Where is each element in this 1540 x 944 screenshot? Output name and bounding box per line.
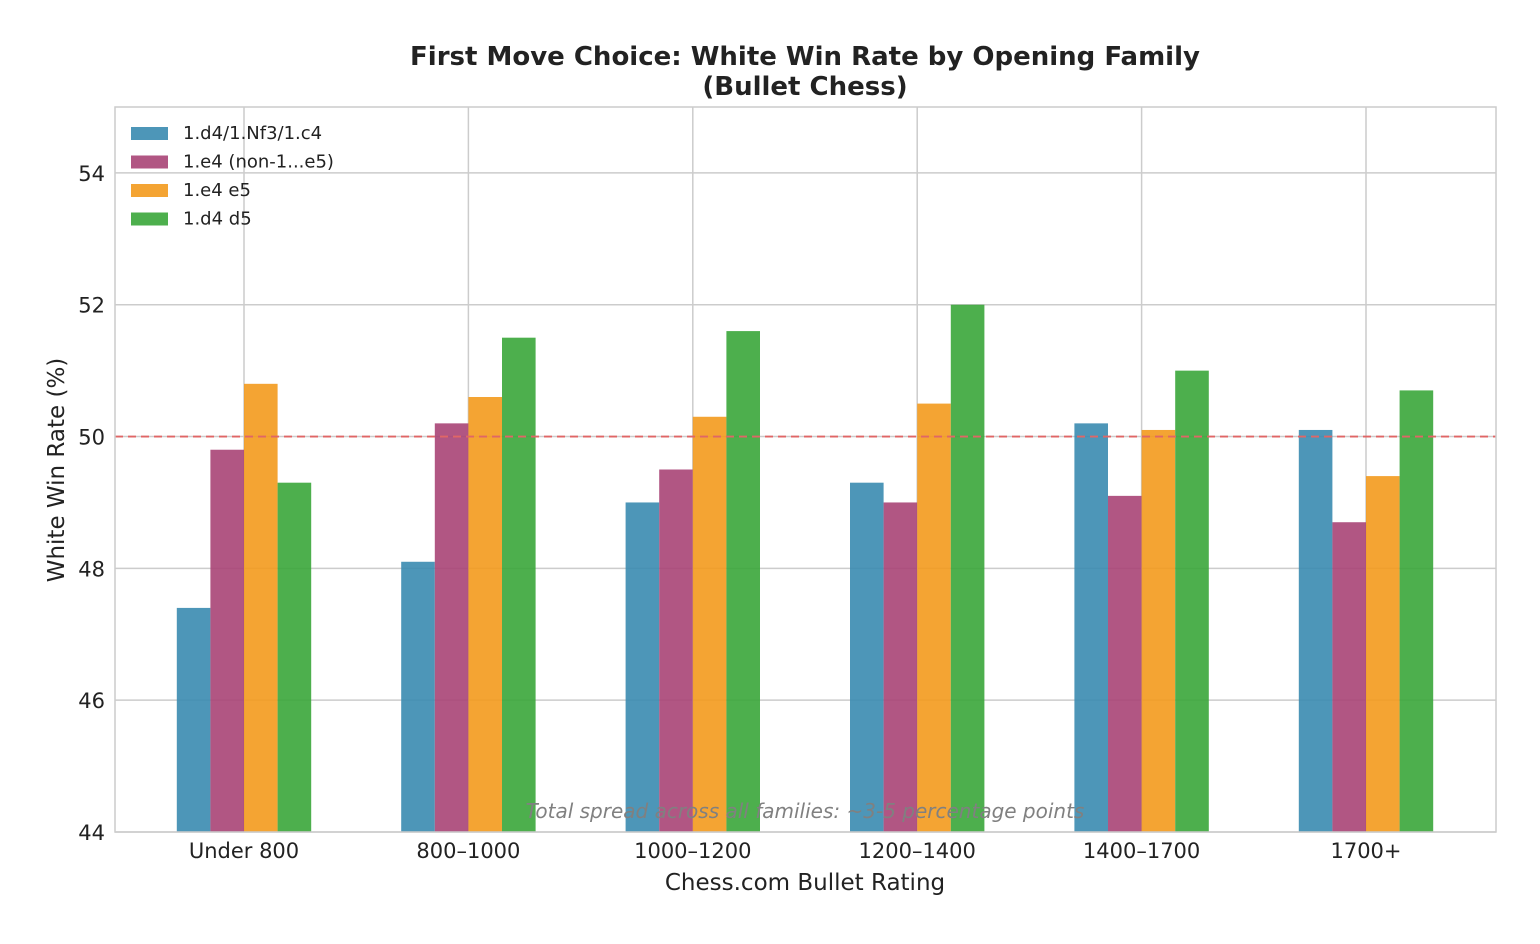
y-tick-label: 50 — [78, 426, 105, 450]
axis-ticks: 44 46 48 50 52 54 Under 800 800–1000 1000–1200 12… — [78, 162, 1401, 863]
bar — [692, 416, 727, 832]
bar — [244, 383, 278, 832]
bar — [883, 502, 918, 832]
bar — [917, 403, 951, 832]
y-tick-label: 46 — [78, 689, 105, 713]
bar — [726, 331, 760, 832]
x-tick-label: 800–1000 — [416, 839, 520, 863]
bar — [277, 482, 312, 832]
legend-swatch — [131, 184, 168, 197]
bar — [401, 561, 435, 832]
legend-swatch — [131, 155, 168, 169]
legend: 1.d4/1.Nf3/1.c4 1.e4 (non-1...e5) 1.e4 e5 1… — [131, 123, 334, 230]
x-tick-label: 1000–1200 — [634, 839, 751, 863]
bar — [210, 449, 244, 832]
bar — [1399, 390, 1434, 832]
bar — [850, 482, 884, 832]
bar — [625, 502, 660, 832]
y-tick-label: 48 — [78, 557, 105, 581]
annotation-text: Total spread across all families: ~3-5 p… — [526, 799, 1085, 823]
x-tick-label: 1400–1700 — [1083, 839, 1200, 863]
grid-lines — [115, 107, 1496, 833]
x-tick-label: 1700+ — [1330, 839, 1401, 863]
y-tick-label: 52 — [78, 294, 105, 318]
bar — [1298, 429, 1333, 832]
bar — [659, 469, 693, 832]
bar — [468, 397, 502, 832]
legend-label: 1.e4 e5 — [183, 180, 251, 201]
legend-label: 1.e4 (non-1...e5) — [183, 152, 334, 173]
bar — [434, 423, 469, 832]
bars — [176, 304, 1434, 832]
y-tick-label: 44 — [78, 821, 105, 845]
bar — [1175, 370, 1209, 832]
legend-swatch — [131, 212, 168, 226]
x-tick-label: Under 800 — [189, 839, 299, 863]
bar — [1074, 423, 1108, 832]
plot-frame — [114, 106, 1497, 833]
bar — [502, 337, 536, 832]
chart-title: First Move Choice: White Win Rate by Ope… — [410, 42, 1200, 72]
x-tick-label: 1200–1400 — [859, 839, 976, 863]
bar — [1141, 429, 1176, 832]
chart-subtitle: (Bullet Chess) — [702, 72, 907, 102]
bar — [1366, 476, 1400, 832]
bar — [1108, 495, 1142, 832]
bar — [176, 607, 211, 832]
bar — [950, 304, 985, 832]
legend-swatch — [131, 127, 168, 140]
y-axis-label: White Win Rate (%) — [44, 358, 70, 583]
legend-label: 1.d4/1.Nf3/1.c4 — [183, 123, 322, 144]
y-tick-label: 54 — [78, 162, 105, 186]
x-axis-label: Chess.com Bullet Rating — [665, 870, 945, 896]
legend-label: 1.d4 d5 — [183, 209, 252, 230]
bar — [1332, 522, 1366, 832]
